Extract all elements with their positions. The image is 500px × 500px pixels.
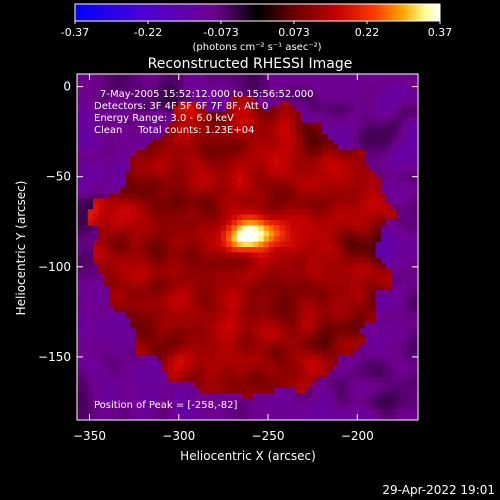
colorbar-units-label: (photons cm⁻² s⁻¹ asec⁻²) bbox=[192, 42, 321, 53]
y-tick-label: −100 bbox=[38, 260, 71, 274]
y-tick-label: −150 bbox=[38, 350, 71, 364]
colorbar-tick-label: -0.073 bbox=[203, 26, 238, 39]
chart-title: Reconstructed RHESSI Image bbox=[148, 56, 353, 72]
y-tick-label: 0 bbox=[63, 80, 71, 94]
colorbar bbox=[74, 3, 441, 22]
heatmap-image bbox=[77, 74, 418, 420]
colorbar-tick-label: -0.37 bbox=[61, 26, 89, 39]
x-axis-label: Heliocentric X (arcsec) bbox=[180, 449, 316, 463]
timestamp: 29-Apr-2022 19:01 bbox=[382, 483, 495, 497]
y-axis-label: Heliocentric Y (arcsec) bbox=[14, 181, 28, 316]
annotation-energy-range: Energy Range: 3.0 - 6.0 keV bbox=[94, 113, 234, 124]
x-tick-label: −200 bbox=[341, 429, 374, 443]
colorbar-ticks bbox=[74, 21, 441, 24]
plot-frame bbox=[76, 73, 419, 421]
y-tick-label: −50 bbox=[46, 170, 71, 184]
annotation-time-range: 7-May-2005 15:52:12.000 to 15:56:52.000 bbox=[100, 89, 313, 100]
y-axis: 0 −50 −100 −150 bbox=[38, 80, 418, 364]
x-tick-label: −250 bbox=[252, 429, 285, 443]
colorbar-tick-label: 0.37 bbox=[428, 26, 453, 39]
x-tick-label: −300 bbox=[162, 429, 195, 443]
annotation-clean-counts: Clean Total counts: 1.23E+04 bbox=[94, 125, 254, 136]
peak-position-label: Position of Peak = [-258,-82] bbox=[94, 400, 238, 411]
colorbar-tick-label: 0.073 bbox=[278, 26, 310, 39]
annotation-detectors: Detectors: 3F 4F 5F 6F 7F 8F, Att 0 bbox=[94, 101, 268, 112]
x-axis: −350 −300 −250 −200 bbox=[73, 74, 374, 443]
colorbar-tick-label: -0.22 bbox=[134, 26, 162, 39]
x-tick-label: −350 bbox=[73, 429, 106, 443]
colorbar-tick-label: 0.22 bbox=[355, 26, 380, 39]
